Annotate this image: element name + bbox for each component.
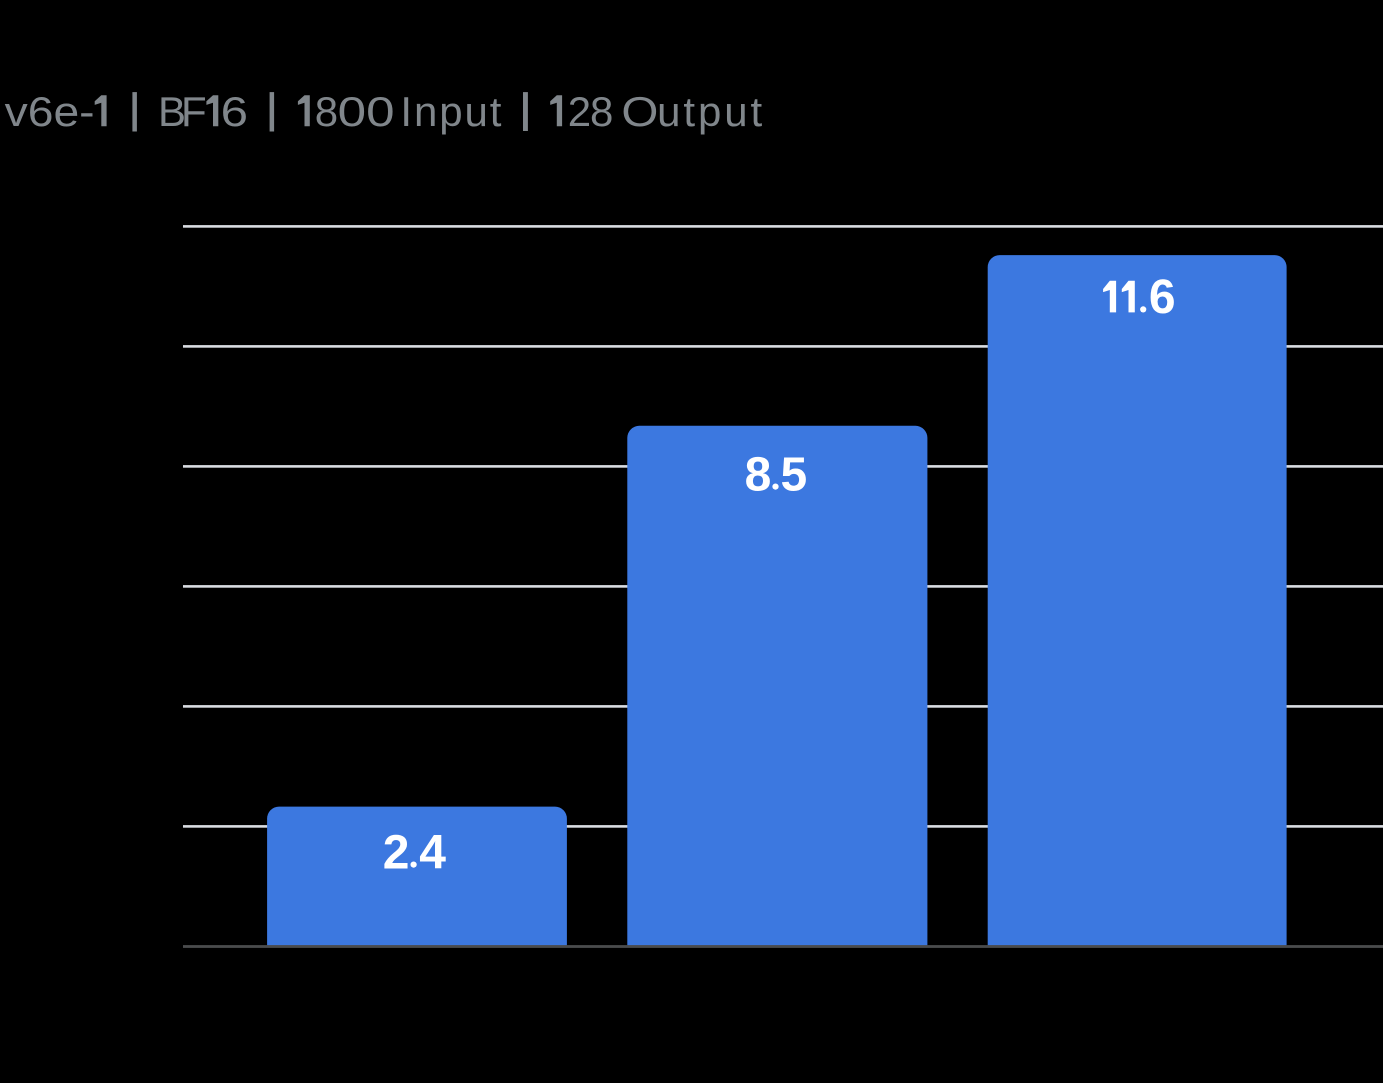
- svg-text:BF: BF: [158, 88, 207, 135]
- svg-text:5: 5: [781, 449, 808, 502]
- svg-text:28: 28: [568, 88, 614, 135]
- svg-text:8: 8: [315, 88, 338, 135]
- svg-text:O: O: [621, 88, 658, 135]
- svg-text:4: 4: [419, 826, 446, 879]
- svg-text:8: 8: [745, 449, 772, 502]
- svg-text:00: 00: [338, 88, 395, 135]
- svg-text:6: 6: [221, 88, 248, 135]
- svg-text:6: 6: [1149, 271, 1176, 324]
- svg-text:v6e-: v6e-: [5, 88, 95, 135]
- svg-text:Input: Input: [400, 88, 501, 135]
- svg-text:2: 2: [383, 826, 410, 879]
- svg-text:utput: utput: [657, 88, 762, 135]
